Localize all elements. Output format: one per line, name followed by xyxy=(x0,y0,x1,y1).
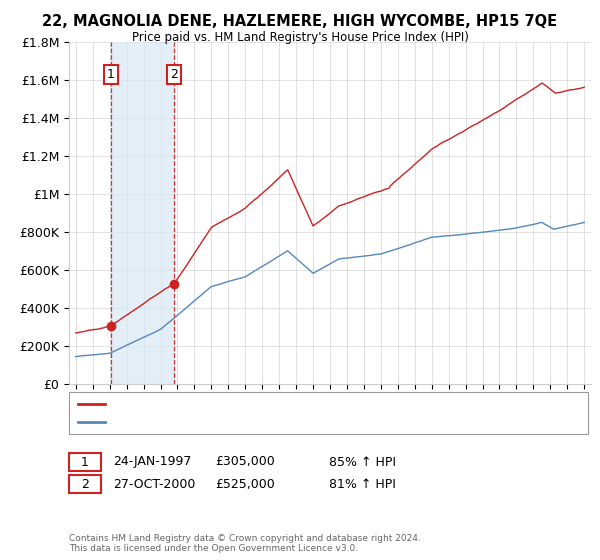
Text: £525,000: £525,000 xyxy=(215,478,275,491)
Bar xyxy=(111,42,175,384)
Text: HPI: Average price, detached house, Buckinghamshire: HPI: Average price, detached house, Buck… xyxy=(111,417,395,427)
Text: 85% ↑ HPI: 85% ↑ HPI xyxy=(329,455,396,469)
Text: 24-JAN-1997: 24-JAN-1997 xyxy=(113,455,191,469)
Text: 2: 2 xyxy=(170,68,178,81)
Text: 22, MAGNOLIA DENE, HAZLEMERE, HIGH WYCOMBE, HP15 7QE: 22, MAGNOLIA DENE, HAZLEMERE, HIGH WYCOM… xyxy=(43,14,557,29)
Text: 81% ↑ HPI: 81% ↑ HPI xyxy=(329,478,395,491)
Text: 1: 1 xyxy=(107,68,115,81)
Text: 22, MAGNOLIA DENE, HAZLEMERE, HIGH WYCOMBE, HP15 7QE (detached house): 22, MAGNOLIA DENE, HAZLEMERE, HIGH WYCOM… xyxy=(111,399,533,409)
Text: 2: 2 xyxy=(81,478,89,491)
Text: 27-OCT-2000: 27-OCT-2000 xyxy=(113,478,195,491)
Text: 1: 1 xyxy=(81,455,89,469)
Text: £305,000: £305,000 xyxy=(215,455,275,469)
Text: Contains HM Land Registry data © Crown copyright and database right 2024.
This d: Contains HM Land Registry data © Crown c… xyxy=(69,534,421,553)
Text: Price paid vs. HM Land Registry's House Price Index (HPI): Price paid vs. HM Land Registry's House … xyxy=(131,31,469,44)
